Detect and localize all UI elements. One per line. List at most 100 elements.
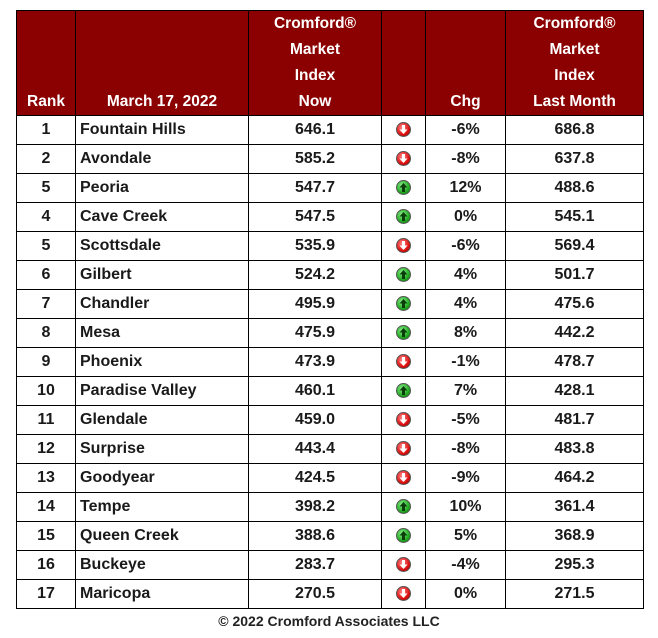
- rank-cell: 9: [16, 347, 76, 377]
- table-row: 7 Chandler 495.9 4% 475.6: [16, 289, 644, 319]
- trend-cell: [381, 376, 426, 406]
- arrow-header: [381, 10, 426, 116]
- table-row: 9 Phoenix 473.9 -1% 478.7: [16, 347, 644, 377]
- index-last-month-cell: 686.8: [505, 115, 644, 145]
- index-now-cell: 473.9: [248, 347, 382, 377]
- change-cell: 12%: [425, 173, 506, 203]
- arrow-down-icon: [396, 238, 411, 254]
- table-row: 16 Buckeye 283.7 -4% 295.3: [16, 550, 644, 580]
- trend-cell: [381, 318, 426, 348]
- table-row: 5 Scottsdale 535.9 -6% 569.4: [16, 231, 644, 261]
- city-cell: Fountain Hills: [75, 115, 249, 145]
- arrow-down-icon: [396, 122, 411, 138]
- index-now-cell: 424.5: [248, 463, 382, 493]
- city-cell: Cave Creek: [75, 202, 249, 232]
- index-now-cell: 283.7: [248, 550, 382, 580]
- city-cell: Avondale: [75, 144, 249, 174]
- trend-cell: [381, 202, 426, 232]
- change-cell: -5%: [425, 405, 506, 435]
- arrow-down-icon: [396, 412, 411, 428]
- arrow-down-icon: [396, 470, 411, 486]
- trend-cell: [381, 144, 426, 174]
- rank-cell: 4: [16, 202, 76, 232]
- city-cell: Phoenix: [75, 347, 249, 377]
- change-cell: -8%: [425, 144, 506, 174]
- city-cell: Goodyear: [75, 463, 249, 493]
- arrow-up-icon: [396, 267, 411, 283]
- arrow-down-icon: [396, 586, 411, 602]
- city-cell: Glendale: [75, 405, 249, 435]
- index-now-cell: 524.2: [248, 260, 382, 290]
- trend-cell: [381, 347, 426, 377]
- arrow-up-icon: [396, 325, 411, 341]
- city-cell: Peoria: [75, 173, 249, 203]
- index-now-cell: 547.5: [248, 202, 382, 232]
- table-row: 5 Peoria 547.7 12% 488.6: [16, 173, 644, 203]
- arrow-up-icon: [396, 528, 411, 544]
- change-cell: 8%: [425, 318, 506, 348]
- copyright-footer: © 2022 Cromford Associates LLC: [218, 613, 440, 629]
- index-last-month-cell: 361.4: [505, 492, 644, 522]
- rank-cell: 8: [16, 318, 76, 348]
- table-row: 2 Avondale 585.2 -8% 637.8: [16, 144, 644, 174]
- index-last-month-cell: 428.1: [505, 376, 644, 406]
- index-last-month-cell: 637.8: [505, 144, 644, 174]
- arrow-up-icon: [396, 296, 411, 312]
- change-cell: 5%: [425, 521, 506, 551]
- table-row: 12 Surprise 443.4 -8% 483.8: [16, 434, 644, 464]
- table-row: 4 Cave Creek 547.5 0% 545.1: [16, 202, 644, 232]
- index-now-cell: 443.4: [248, 434, 382, 464]
- trend-cell: [381, 492, 426, 522]
- table-row: 10 Paradise Valley 460.1 7% 428.1: [16, 376, 644, 406]
- arrow-up-icon: [396, 209, 411, 225]
- index-last-month-cell: 501.7: [505, 260, 644, 290]
- index-last-month-cell: 488.6: [505, 173, 644, 203]
- chg-header: Chg: [425, 10, 506, 116]
- trend-cell: [381, 521, 426, 551]
- trend-cell: [381, 231, 426, 261]
- table-row: 15 Queen Creek 388.6 5% 368.9: [16, 521, 644, 551]
- rank-cell: 5: [16, 231, 76, 261]
- change-cell: 0%: [425, 579, 506, 609]
- change-cell: -8%: [425, 434, 506, 464]
- index-now-cell: 535.9: [248, 231, 382, 261]
- rank-header: Rank: [16, 10, 76, 116]
- table-row: 13 Goodyear 424.5 -9% 464.2: [16, 463, 644, 493]
- trend-cell: [381, 579, 426, 609]
- rank-cell: 1: [16, 115, 76, 145]
- index-now-cell: 495.9: [248, 289, 382, 319]
- change-cell: 10%: [425, 492, 506, 522]
- trend-cell: [381, 463, 426, 493]
- trend-cell: [381, 405, 426, 435]
- market-index-table: Rank March 17, 2022 Cromford® Market Ind…: [16, 10, 644, 609]
- arrow-up-icon: [396, 499, 411, 515]
- table-row: 14 Tempe 398.2 10% 361.4: [16, 492, 644, 522]
- rank-cell: 6: [16, 260, 76, 290]
- city-cell: Mesa: [75, 318, 249, 348]
- arrow-down-icon: [396, 151, 411, 167]
- index-now-cell: 475.9: [248, 318, 382, 348]
- arrow-down-icon: [396, 441, 411, 457]
- rank-cell: 13: [16, 463, 76, 493]
- change-cell: -1%: [425, 347, 506, 377]
- index-now-cell: 388.6: [248, 521, 382, 551]
- index-last-month-cell: 368.9: [505, 521, 644, 551]
- trend-cell: [381, 115, 426, 145]
- rank-cell: 10: [16, 376, 76, 406]
- rank-cell: 16: [16, 550, 76, 580]
- header-row: Rank March 17, 2022 Cromford® Market Ind…: [16, 10, 644, 116]
- index-last-month-cell: 295.3: [505, 550, 644, 580]
- change-cell: -4%: [425, 550, 506, 580]
- rank-cell: 11: [16, 405, 76, 435]
- rank-cell: 5: [16, 173, 76, 203]
- index-last-month-header: Cromford® Market Index Last Month: [505, 10, 644, 116]
- index-last-month-cell: 478.7: [505, 347, 644, 377]
- rank-cell: 7: [16, 289, 76, 319]
- table-row: 6 Gilbert 524.2 4% 501.7: [16, 260, 644, 290]
- index-now-cell: 398.2: [248, 492, 382, 522]
- change-cell: -6%: [425, 115, 506, 145]
- rank-cell: 14: [16, 492, 76, 522]
- city-cell: Gilbert: [75, 260, 249, 290]
- trend-cell: [381, 550, 426, 580]
- index-last-month-cell: 271.5: [505, 579, 644, 609]
